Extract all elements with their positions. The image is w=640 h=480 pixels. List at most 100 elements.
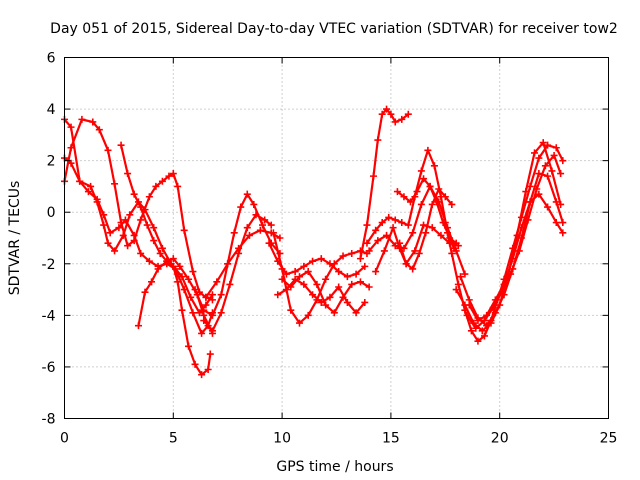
- data-point: [200, 317, 208, 325]
- data-point: [483, 322, 491, 330]
- data-point: [145, 257, 153, 265]
- data-point: [398, 219, 406, 227]
- data-point: [124, 170, 132, 178]
- data-point: [300, 280, 308, 288]
- y-tick-label: -4: [42, 308, 56, 324]
- data-point: [361, 262, 369, 270]
- data-point: [369, 172, 377, 180]
- data-point: [169, 170, 177, 178]
- data-point: [365, 283, 373, 291]
- series-s1: [61, 115, 216, 304]
- data-point: [95, 126, 103, 134]
- data-point: [509, 255, 517, 263]
- data-point: [187, 293, 195, 301]
- data-point: [100, 221, 108, 229]
- data-point: [387, 110, 395, 118]
- data-point: [150, 237, 158, 245]
- data-point: [158, 244, 166, 252]
- data-point: [169, 255, 177, 263]
- data-point: [213, 278, 221, 286]
- data-point: [230, 229, 238, 237]
- data-point: [137, 216, 145, 224]
- data-point: [389, 224, 397, 232]
- data-point: [430, 162, 438, 170]
- series-line: [194, 193, 281, 317]
- data-point: [106, 229, 114, 237]
- data-point: [322, 275, 330, 283]
- data-point: [559, 157, 567, 165]
- data-point: [557, 200, 565, 208]
- data-point: [259, 221, 267, 229]
- data-point: [256, 226, 264, 234]
- data-point: [335, 268, 343, 276]
- data-point: [84, 188, 92, 196]
- data-point: [474, 317, 482, 325]
- data-point: [154, 265, 162, 273]
- data-point: [400, 193, 408, 201]
- data-point: [372, 268, 380, 276]
- data-point: [422, 229, 430, 237]
- data-point: [176, 262, 184, 270]
- data-point: [426, 182, 434, 190]
- data-point: [535, 154, 543, 162]
- data-point: [200, 306, 208, 314]
- data-point: [480, 332, 488, 340]
- plot-area: [61, 105, 567, 379]
- data-point: [291, 268, 299, 276]
- data-point: [282, 286, 290, 294]
- data-point: [115, 224, 123, 232]
- data-point: [363, 239, 371, 247]
- data-point: [296, 319, 304, 327]
- data-point: [424, 146, 432, 154]
- data-point: [480, 317, 488, 325]
- data-point: [217, 291, 225, 299]
- data-point: [145, 193, 153, 201]
- data-point: [208, 327, 216, 335]
- data-point: [393, 188, 401, 196]
- data-point: [352, 309, 360, 317]
- x-tick-label: 20: [491, 431, 509, 447]
- data-point: [243, 224, 251, 232]
- data-point: [398, 115, 406, 123]
- data-point: [100, 211, 108, 219]
- data-point: [130, 190, 138, 198]
- data-point: [245, 231, 253, 239]
- chart-title: Day 051 of 2015, Sidereal Day-to-day VTE…: [50, 21, 618, 37]
- data-point: [191, 286, 199, 294]
- data-point: [326, 260, 334, 268]
- data-point: [130, 231, 138, 239]
- data-point: [202, 301, 210, 309]
- data-point: [226, 280, 234, 288]
- series-s3: [61, 154, 216, 317]
- data-point: [544, 141, 552, 149]
- data-point: [533, 185, 541, 193]
- data-point: [478, 327, 486, 335]
- data-point: [343, 298, 351, 306]
- y-tick-label: -2: [42, 257, 56, 273]
- y-tick-label: 0: [47, 205, 56, 221]
- data-point: [557, 170, 565, 178]
- data-point: [383, 105, 391, 113]
- data-point: [489, 304, 497, 312]
- data-point: [524, 216, 532, 224]
- series-s19: [441, 141, 567, 345]
- series-line: [468, 193, 564, 322]
- data-point: [195, 309, 203, 317]
- series-line: [120, 144, 212, 376]
- data-point: [348, 249, 356, 257]
- data-point: [261, 216, 269, 224]
- data-point: [411, 247, 419, 255]
- data-point: [169, 262, 177, 270]
- data-point: [174, 182, 182, 190]
- data-point: [448, 200, 456, 208]
- data-point: [378, 219, 386, 227]
- data-point: [441, 193, 449, 201]
- data-point: [104, 146, 112, 154]
- y-tick-label: 4: [47, 102, 56, 118]
- series-line: [466, 154, 562, 330]
- data-point: [204, 366, 212, 374]
- y-tick-label: 2: [47, 154, 56, 170]
- data-point: [417, 200, 425, 208]
- data-point: [189, 268, 197, 276]
- x-tick-label: 0: [60, 431, 69, 447]
